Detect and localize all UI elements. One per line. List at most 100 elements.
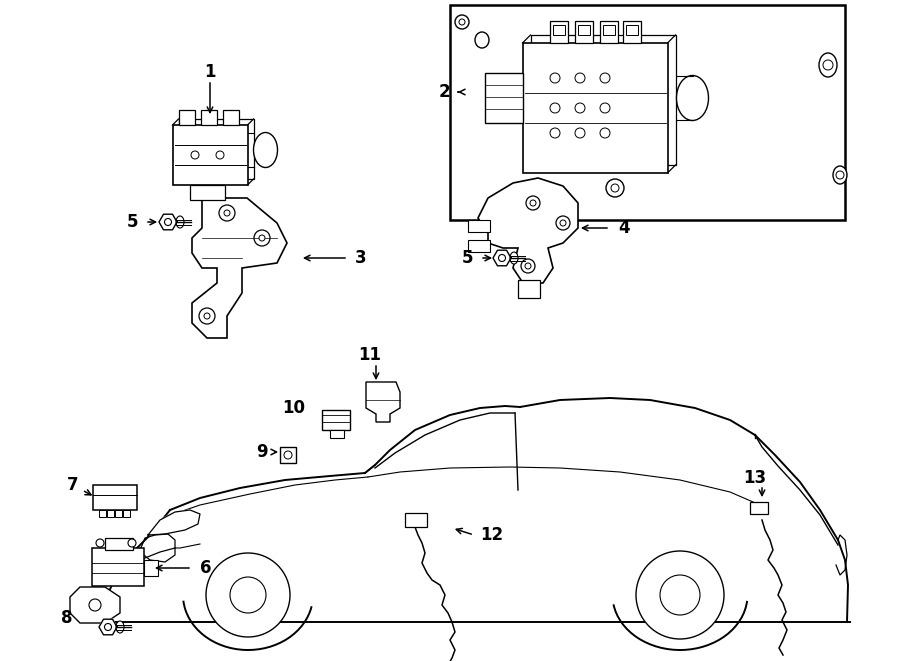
Polygon shape xyxy=(493,251,511,266)
Bar xyxy=(750,502,768,514)
Circle shape xyxy=(165,219,172,225)
Circle shape xyxy=(636,551,724,639)
Text: 5: 5 xyxy=(127,213,138,231)
Text: 13: 13 xyxy=(743,469,767,487)
Bar xyxy=(603,25,615,35)
Bar xyxy=(144,560,158,576)
Polygon shape xyxy=(70,587,120,623)
Bar xyxy=(553,25,565,35)
Bar xyxy=(201,110,217,125)
Polygon shape xyxy=(478,178,578,283)
Bar xyxy=(600,21,618,43)
Text: 12: 12 xyxy=(480,526,503,544)
Circle shape xyxy=(254,230,270,246)
Ellipse shape xyxy=(116,621,124,633)
Circle shape xyxy=(526,196,540,210)
Circle shape xyxy=(606,179,624,197)
Bar xyxy=(190,185,225,200)
Circle shape xyxy=(525,263,531,269)
Bar xyxy=(623,21,641,43)
Circle shape xyxy=(556,216,570,230)
Ellipse shape xyxy=(677,75,708,120)
Ellipse shape xyxy=(254,132,277,167)
Bar xyxy=(178,119,254,179)
Bar xyxy=(578,25,590,35)
Bar xyxy=(107,510,114,517)
Circle shape xyxy=(600,128,610,138)
Text: 5: 5 xyxy=(462,249,473,267)
Circle shape xyxy=(216,151,224,159)
Bar xyxy=(405,513,427,527)
Text: 11: 11 xyxy=(358,346,382,364)
Circle shape xyxy=(550,73,560,83)
Circle shape xyxy=(104,623,112,631)
Text: 4: 4 xyxy=(618,219,630,237)
Circle shape xyxy=(499,254,506,262)
Bar xyxy=(123,510,130,517)
Bar xyxy=(530,35,676,165)
Bar xyxy=(626,25,638,35)
Bar xyxy=(484,73,523,123)
Ellipse shape xyxy=(833,166,847,184)
Bar xyxy=(223,110,239,125)
Circle shape xyxy=(199,308,215,324)
Circle shape xyxy=(660,575,700,615)
Circle shape xyxy=(575,128,585,138)
Polygon shape xyxy=(366,382,400,422)
Bar xyxy=(99,510,106,517)
Polygon shape xyxy=(192,198,287,338)
Ellipse shape xyxy=(176,216,184,228)
Circle shape xyxy=(560,220,566,226)
Text: 3: 3 xyxy=(355,249,366,267)
Bar xyxy=(575,21,593,43)
Polygon shape xyxy=(99,619,117,635)
Circle shape xyxy=(259,235,265,241)
Circle shape xyxy=(521,259,535,273)
Circle shape xyxy=(89,599,101,611)
Circle shape xyxy=(284,451,292,459)
Circle shape xyxy=(224,210,230,216)
Bar xyxy=(523,43,668,173)
Circle shape xyxy=(219,205,235,221)
Polygon shape xyxy=(148,510,200,535)
Circle shape xyxy=(600,73,610,83)
Bar xyxy=(322,410,350,430)
Circle shape xyxy=(550,103,560,113)
Circle shape xyxy=(575,73,585,83)
Bar xyxy=(115,510,122,517)
Bar xyxy=(93,485,137,510)
Text: 7: 7 xyxy=(67,476,78,494)
Bar xyxy=(330,430,344,438)
Circle shape xyxy=(823,60,833,70)
Text: 8: 8 xyxy=(60,609,72,627)
Text: 2: 2 xyxy=(438,83,450,101)
Ellipse shape xyxy=(510,252,518,264)
Polygon shape xyxy=(159,214,177,230)
Bar xyxy=(92,548,144,586)
Circle shape xyxy=(128,539,136,547)
Circle shape xyxy=(96,539,104,547)
Bar xyxy=(468,220,490,232)
Circle shape xyxy=(611,184,619,192)
Circle shape xyxy=(206,553,290,637)
Bar xyxy=(550,21,568,43)
Circle shape xyxy=(600,103,610,113)
Circle shape xyxy=(459,19,465,25)
Circle shape xyxy=(191,151,199,159)
Ellipse shape xyxy=(475,32,489,48)
Circle shape xyxy=(455,15,469,29)
Text: 6: 6 xyxy=(200,559,212,577)
Bar xyxy=(105,538,133,550)
Bar xyxy=(280,447,296,463)
Bar xyxy=(468,240,490,252)
Text: 9: 9 xyxy=(256,443,268,461)
Bar xyxy=(450,5,845,220)
Bar xyxy=(518,280,540,298)
Circle shape xyxy=(230,577,266,613)
Text: 10: 10 xyxy=(282,399,305,417)
Bar xyxy=(179,110,195,125)
Bar xyxy=(173,125,248,185)
Circle shape xyxy=(575,103,585,113)
Circle shape xyxy=(550,128,560,138)
Polygon shape xyxy=(100,398,850,622)
